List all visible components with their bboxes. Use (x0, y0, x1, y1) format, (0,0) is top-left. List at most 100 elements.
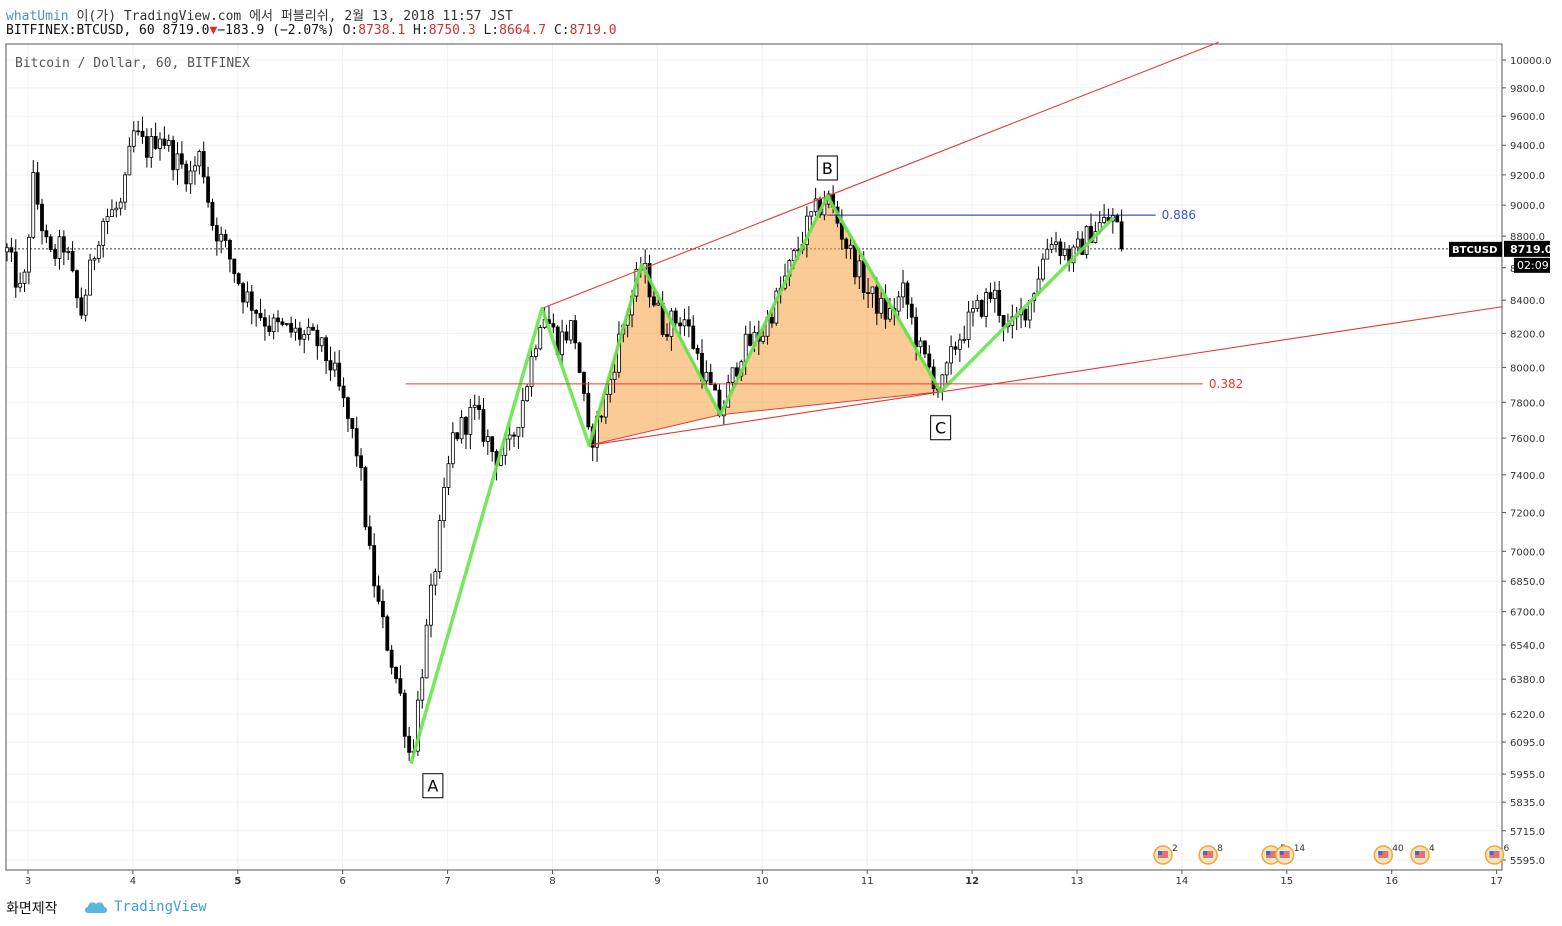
candle-up (158, 138, 162, 149)
y-tick-label: 6700.0 (1510, 608, 1545, 619)
candle-up (538, 327, 543, 350)
trend-line (589, 306, 1502, 446)
close-label: C: (553, 23, 570, 38)
candle-up (149, 136, 154, 158)
candle-down (577, 342, 582, 373)
candle-down (844, 238, 849, 249)
candle-down (481, 409, 486, 442)
candle-down (324, 337, 328, 362)
candle-down (673, 310, 678, 324)
candle-down (341, 385, 346, 399)
candle-down (686, 319, 691, 327)
point-label: C (935, 419, 946, 438)
candle-up (1075, 238, 1080, 248)
fib-level-label: 0.382 (1209, 377, 1243, 391)
pattern-triangle (589, 264, 721, 446)
publish-text: 이(가) TradingView.com 에서 퍼블리쉬, 2월 13, 201… (76, 9, 513, 24)
y-tick-label: 9400.0 (1510, 141, 1545, 152)
pattern-zigzag-line (409, 194, 1115, 765)
candle-up (105, 216, 110, 222)
candle-down (874, 286, 879, 314)
point-label-box (816, 155, 838, 181)
candle-down (988, 292, 993, 299)
candle-down (1115, 215, 1120, 223)
chart-title: Bitcoin / Dollar, 60, BITFINEX (15, 56, 250, 71)
point-labels: A B C (422, 155, 952, 799)
candle-up (92, 258, 97, 261)
ohlc-line: BITFINEX:BTCUSD, 60 8719.0▼−183.9 (−2.07… (6, 23, 617, 38)
event-count: 4 (1429, 844, 1435, 854)
candle-down (350, 418, 355, 429)
event-markers: 285144046 (1153, 844, 1510, 865)
price-change: −183.9 (−2.07%) (217, 23, 335, 38)
candle-up (529, 356, 534, 388)
candle-down (214, 225, 219, 242)
candle-down (477, 404, 481, 410)
symbol-badge-bg (1449, 241, 1502, 257)
candle-up (332, 362, 337, 371)
candle-up (879, 297, 884, 314)
candle-up (730, 367, 735, 383)
tradingview-brand[interactable]: TradingView (114, 899, 207, 915)
candle-down (367, 526, 372, 546)
candle-up (761, 335, 766, 342)
candle-up (971, 308, 975, 313)
candle-down (359, 455, 363, 468)
flag-stripe (1266, 851, 1277, 858)
tradingview-cloud-icon (85, 902, 107, 913)
candle-down (228, 240, 232, 260)
candle-down (315, 329, 320, 347)
candle-down (1058, 241, 1063, 256)
price-chart[interactable]: Bitcoin / Dollar, 60, BITFINEX 3 4 5 6 7 8 9 10… (0, 0, 1562, 890)
candle-down (402, 692, 407, 737)
candle-down (328, 360, 333, 371)
candle-down (551, 323, 556, 328)
x-tick-label: 16 (1385, 876, 1398, 887)
symbol-badge: BTCUSD (1452, 245, 1497, 256)
candle-up (957, 339, 962, 350)
candle-down (372, 545, 377, 587)
candle-down (171, 140, 176, 171)
candle-up (131, 130, 136, 147)
pattern-fills (589, 195, 941, 446)
event-count: 40 (1392, 844, 1404, 854)
candle-up (302, 334, 307, 340)
candle-down (13, 251, 18, 288)
candle-up (525, 386, 530, 402)
y-tick-label: 6380.0 (1510, 675, 1545, 686)
candle-down (162, 138, 167, 146)
candle-down (153, 136, 158, 149)
candle-up (442, 487, 447, 521)
candle-down (346, 397, 350, 419)
low-value: 8664.7 (499, 23, 547, 38)
candle-down (44, 230, 49, 238)
y-tick-label: 7600.0 (1510, 434, 1545, 445)
candle-up (57, 236, 62, 259)
y-tick-label: 8400.0 (1510, 296, 1545, 307)
candle-up (110, 209, 114, 217)
candle-up (18, 282, 23, 288)
candle-up (437, 520, 442, 572)
y-tick-label: 5715.0 (1510, 827, 1545, 838)
candle-up (568, 320, 573, 341)
x-tick-label: 7 (444, 876, 450, 887)
flag-stripe (1489, 851, 1500, 858)
candle-down (512, 434, 516, 437)
candle-up (516, 426, 521, 437)
y-tick-label: 5955.0 (1510, 770, 1545, 781)
candle-up (804, 215, 809, 246)
candle-up (918, 340, 923, 348)
candle-down (1023, 308, 1028, 321)
candle-up (984, 292, 988, 317)
y-tick-label: 9600.0 (1510, 112, 1545, 123)
candle-down (713, 384, 717, 391)
candle-down (914, 316, 919, 348)
candle-up (485, 436, 490, 442)
candle-up (520, 400, 525, 428)
candle-up (450, 432, 455, 465)
event-count: 2 (1172, 844, 1178, 854)
author-link[interactable]: whatUmin (6, 9, 69, 24)
candle-up (992, 289, 997, 299)
flag-canton (1158, 851, 1163, 855)
candle-down (953, 346, 958, 350)
